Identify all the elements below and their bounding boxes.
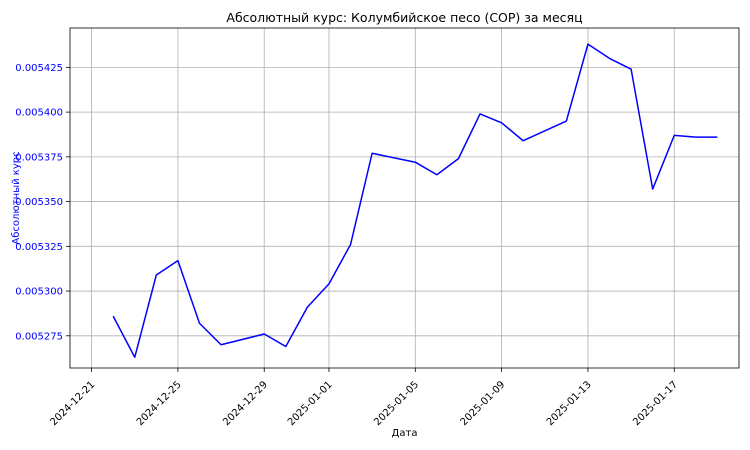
x-tick-label: 2024-12-29 xyxy=(221,379,270,428)
y-tick-label: 0.005325 xyxy=(15,242,63,253)
data-point xyxy=(263,333,266,336)
plot-area-frame xyxy=(69,27,740,369)
x-tick-label: 2025-01-05 xyxy=(372,379,421,428)
data-point xyxy=(565,120,568,123)
data-point xyxy=(435,173,438,176)
y-tick-label: 0.005375 xyxy=(15,152,63,163)
data-point xyxy=(176,259,179,262)
x-tick-label: 2025-01-17 xyxy=(631,379,680,428)
chart-title: Абсолютный курс: Колумбийское песо (COP)… xyxy=(226,10,582,25)
data-point xyxy=(414,161,417,164)
data-point xyxy=(608,57,611,60)
grid xyxy=(70,28,739,368)
y-axis-label: Абсолютный курс xyxy=(11,151,22,244)
x-tick-label: 2025-01-01 xyxy=(286,379,335,428)
x-tick-label: 2024-12-21 xyxy=(49,379,98,428)
series-line xyxy=(112,43,718,359)
data-point xyxy=(327,282,330,285)
y-tick-label: 0.005425 xyxy=(15,63,63,74)
data-point xyxy=(500,121,503,124)
x-tick-label: 2025-01-13 xyxy=(545,379,594,428)
data-point xyxy=(694,136,697,139)
data-point xyxy=(457,157,460,160)
data-point xyxy=(651,188,654,191)
data-point xyxy=(198,322,201,325)
data-point xyxy=(284,345,287,348)
y-tick-label: 0.005350 xyxy=(15,197,63,208)
y-tick-label: 0.005300 xyxy=(15,287,63,298)
x-axis-ticks: 2024-12-21 2024-12-25 2024-12-29 2025-01-01… xyxy=(49,368,680,428)
x-tick-label: 2024-12-25 xyxy=(135,379,184,428)
y-tick-label: 0.005275 xyxy=(15,331,63,342)
data-point xyxy=(220,343,223,346)
x-axis-label: Дата xyxy=(392,428,418,439)
data-point xyxy=(479,112,482,115)
data-point xyxy=(673,134,676,137)
data-point xyxy=(586,43,589,46)
data-point xyxy=(306,306,309,309)
data-point xyxy=(522,139,525,142)
data-point xyxy=(133,356,136,359)
data-point xyxy=(349,243,352,246)
x-tick-label: 2025-01-09 xyxy=(459,379,508,428)
data-point xyxy=(112,315,115,318)
data-point xyxy=(371,152,374,155)
data-point xyxy=(630,68,633,71)
data-point xyxy=(716,136,719,139)
y-tick-label: 0.005400 xyxy=(15,108,63,119)
y-axis-ticks: 0.005275 0.005300 0.005325 0.005350 0.005375… xyxy=(15,63,70,342)
data-point xyxy=(155,273,158,276)
